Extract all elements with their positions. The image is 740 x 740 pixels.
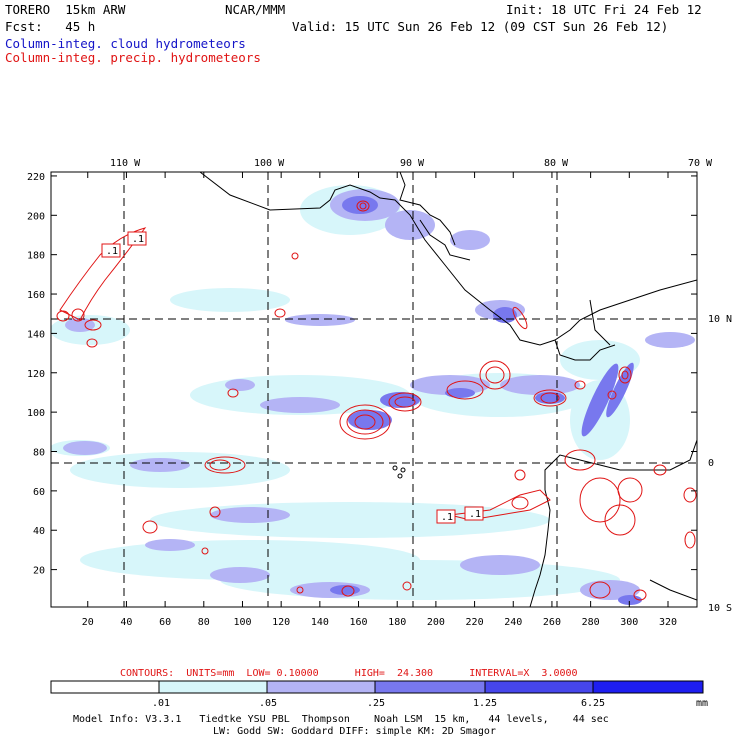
organization: NCAR/MMM bbox=[225, 2, 286, 17]
field-precip-label: Column-integ. precip. hydrometeors bbox=[5, 50, 261, 65]
x-tick-label: 180 bbox=[388, 617, 406, 628]
colorbar-unit: mm bbox=[696, 698, 708, 709]
y-tick-label: 160 bbox=[27, 290, 45, 301]
x-axis: 20 40 60 80 100 120 140 160 180 200 220 240 260 280 30… bbox=[82, 172, 677, 628]
colorbar: .01 .05 .25 1.25 6.25 mm bbox=[50, 680, 708, 709]
x-tick-label: 160 bbox=[349, 617, 367, 628]
lon-label: 80 W bbox=[544, 158, 569, 169]
precip-contours bbox=[56, 200, 697, 601]
x-tick-label: 40 bbox=[120, 617, 132, 628]
colorbar-label: .01 bbox=[152, 698, 170, 709]
x-tick-label: 100 bbox=[233, 617, 251, 628]
contour-label: .1 bbox=[469, 509, 481, 520]
cloud-shading-dark bbox=[330, 196, 642, 605]
colorbar-bin bbox=[592, 680, 704, 694]
longitude-labels: 110 W 100 W 90 W 80 W 70 W bbox=[110, 158, 713, 169]
x-tick-label: 280 bbox=[582, 617, 600, 628]
valid-time: Valid: 15 UTC Sun 26 Feb 12 (09 CST Sun … bbox=[292, 19, 669, 34]
colorbar-bin bbox=[158, 680, 268, 694]
model-physics: LW: Godd SW: Goddard DIFF: simple KM: 2D… bbox=[213, 726, 496, 737]
y-tick-label: 120 bbox=[27, 369, 45, 380]
colorbar-label: .25 bbox=[367, 698, 385, 709]
colorbar-bin bbox=[374, 680, 486, 694]
x-tick-label: 20 bbox=[82, 617, 94, 628]
y-tick-label: 200 bbox=[27, 211, 45, 222]
x-tick-label: 200 bbox=[427, 617, 445, 628]
x-tick-label: 220 bbox=[466, 617, 484, 628]
contour-label: .1 bbox=[441, 512, 453, 523]
colorbar-label: 1.25 bbox=[473, 698, 497, 709]
y-tick-label: 80 bbox=[33, 448, 45, 459]
y-tick-label: 140 bbox=[27, 329, 45, 340]
shaded-fields bbox=[51, 185, 695, 605]
colorbar-bin bbox=[484, 680, 594, 694]
forecast-hour: Fcst: 45 h bbox=[5, 19, 96, 34]
colorbar-label: .05 bbox=[259, 698, 277, 709]
x-tick-label: 240 bbox=[504, 617, 522, 628]
lon-label: 90 W bbox=[400, 158, 425, 169]
init-time: Init: 18 UTC Fri 24 Feb 12 bbox=[506, 2, 702, 17]
y-tick-label: 60 bbox=[33, 487, 45, 498]
x-tick-label: 140 bbox=[311, 617, 329, 628]
lat-lon-grid bbox=[51, 172, 697, 607]
x-tick-label: 320 bbox=[659, 617, 677, 628]
y-tick-label: 100 bbox=[27, 408, 45, 419]
plot-frame bbox=[50, 171, 698, 608]
lat-label: 10 S bbox=[708, 603, 732, 614]
field-cloud-label: Column-integ. cloud hydrometeors bbox=[5, 36, 246, 51]
y-axis: 220 200 180 160 140 120 100 80 60 40 20 bbox=[27, 172, 697, 577]
lat-label: 0 bbox=[708, 458, 714, 469]
contour-label: .1 bbox=[132, 234, 144, 245]
x-tick-label: 120 bbox=[272, 617, 290, 628]
model-title: TORERO 15km ARW bbox=[5, 2, 126, 17]
x-tick-label: 60 bbox=[159, 617, 171, 628]
lat-label: 10 N bbox=[708, 314, 732, 325]
x-tick-label: 260 bbox=[543, 617, 561, 628]
contour-label: .1 bbox=[106, 246, 118, 257]
contour-labels: .1 .1 .1 .1 bbox=[101, 231, 484, 524]
contour-info: CONTOURS: UNITS=mm LOW= 0.10000 HIGH= 24… bbox=[120, 668, 578, 679]
y-tick-label: 20 bbox=[33, 566, 45, 577]
y-tick-label: 180 bbox=[27, 251, 45, 262]
y-tick-label: 220 bbox=[27, 172, 45, 183]
x-tick-label: 300 bbox=[620, 617, 638, 628]
colorbar-bin bbox=[50, 680, 160, 694]
y-tick-label: 40 bbox=[33, 526, 45, 537]
model-info: Model Info: V3.3.1 Tiedtke YSU PBL Thomp… bbox=[73, 714, 609, 725]
lon-label: 100 W bbox=[254, 158, 285, 169]
lon-label: 110 W bbox=[110, 158, 141, 169]
colorbar-bin bbox=[266, 680, 376, 694]
colorbar-label: 6.25 bbox=[581, 698, 605, 709]
lon-label: 70 W bbox=[688, 158, 713, 169]
x-tick-label: 80 bbox=[198, 617, 210, 628]
latitude-labels: 10 N 0 10 S bbox=[708, 314, 732, 614]
